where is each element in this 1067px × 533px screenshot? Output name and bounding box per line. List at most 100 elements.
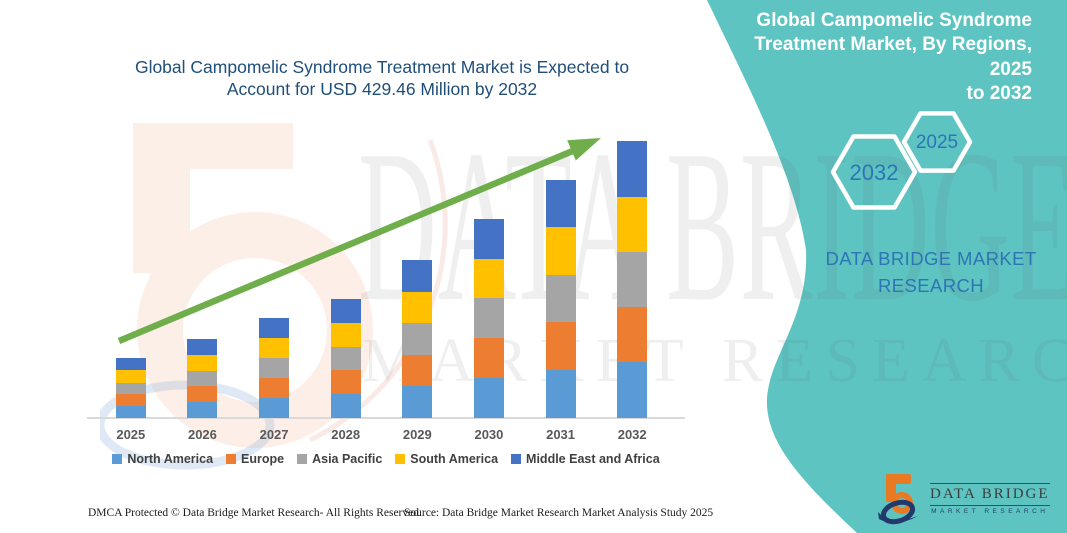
bar-2030 [473,218,504,418]
bar-segment-north-america-2029 [402,386,433,418]
bar-segment-asia-pacific-2026 [187,370,218,387]
bar-segment-north-america-2026 [187,401,218,418]
x-axis-label-2025: 2025 [116,427,146,442]
legend-item-north-america: North America [112,452,213,466]
bar-slot [382,128,454,418]
bar-chart [95,128,668,418]
bar-segment-north-america-2027 [259,397,290,418]
bar-segment-europe-2032 [617,306,648,363]
x-axis-label-2032: 2032 [617,427,647,442]
legend-item-europe: Europe [226,452,284,466]
logo-name: DATA BRIDGE [930,483,1050,506]
bar-2027 [259,318,290,418]
bar-segment-asia-pacific-2030 [473,298,504,339]
bar-2032 [617,141,648,418]
bar-segment-asia-pacific-2028 [330,346,361,371]
right-panel-title-line1: Global Campomelic Syndrome [756,10,1032,31]
bar-2029 [402,260,433,418]
bar-segment-europe-2031 [545,322,576,370]
bar-segment-asia-pacific-2031 [545,274,576,323]
bar-segment-asia-pacific-2027 [259,358,290,379]
footer-source: Source: Data Bridge Market Research Mark… [404,507,714,519]
bar-slot [525,128,597,418]
bar-segment-europe-2027 [259,378,290,398]
bar-slot [95,128,167,418]
x-axis-line [87,417,685,419]
x-axis-label-2026: 2026 [187,427,217,442]
bar-segment-south-america-2032 [617,196,648,252]
bar-segment-south-america-2028 [330,322,361,347]
footer-dmca: DMCA Protected © Data Bridge Market Rese… [88,507,422,519]
bar-segment-europe-2030 [473,338,504,378]
legend-swatch-icon [112,454,123,464]
bar-2031 [545,179,576,418]
dbmr-logo-icon [878,474,918,525]
legend-label: Asia Pacific [312,452,383,466]
bar-segment-south-america-2025 [115,370,146,384]
bar-segment-middle-east-and-africa-2027 [259,318,290,339]
bar-segment-south-america-2027 [259,338,290,359]
dbmr-wordmark: DATA BRIDGE MARKET RESEARCH [825,248,1037,296]
bar-segment-europe-2026 [187,386,218,402]
legend-swatch-icon [226,454,237,464]
bar-segment-asia-pacific-2025 [115,383,146,395]
chart-title-line2: Account for USD 429.46 Million by 2032 [226,79,538,99]
bar-segment-europe-2025 [115,394,146,406]
legend: North America Europe Asia Pacific South Ame… [87,452,685,466]
bar-2028 [330,299,361,418]
legend-item-asia-pacific: Asia Pacific [297,452,382,466]
x-axis-label-2030: 2030 [474,427,504,442]
bar-segment-north-america-2030 [473,377,504,418]
bar-segment-south-america-2030 [473,258,504,299]
right-panel-title-line2: Treatment Market, By Regions, 2025 [754,34,1032,80]
bar-segment-middle-east-and-africa-2025 [115,357,146,371]
hexagon-2025-label: 2025 [915,132,959,153]
bar-segment-europe-2029 [402,354,433,387]
legend-swatch-icon [511,454,522,464]
legend-label: Middle East and Africa [526,452,660,466]
bar-segment-middle-east-and-africa-2032 [617,141,648,197]
x-axis-label-2027: 2027 [259,427,289,442]
bar-segment-asia-pacific-2032 [617,251,648,307]
bar-segment-north-america-2028 [330,393,361,418]
bar-segment-middle-east-and-africa-2029 [402,260,433,292]
logo-subtitle: MARKET RESEARCH [931,508,1049,515]
legend-swatch-icon [297,454,308,464]
legend-item-middle-east-and-africa: Middle East and Africa [511,452,660,466]
legend-label: Europe [241,452,285,466]
legend-label: South America [410,452,499,466]
dbmr-logo: DATA BRIDGE MARKET RESEARCH [876,472,1050,526]
x-axis-label-2029: 2029 [402,427,432,442]
bar-segment-north-america-2032 [617,362,648,418]
bar-segment-middle-east-and-africa-2031 [545,179,576,228]
chart-title: Global Campomelic Syndrome Treatment Mar… [82,56,682,100]
x-axis-label-2031: 2031 [546,427,576,442]
bar-segment-south-america-2026 [187,354,218,371]
right-panel-title-line3: to 2032 [966,82,1032,104]
bar-segment-south-america-2029 [402,291,433,323]
legend-swatch-icon [395,454,406,464]
bar-slot [596,128,668,418]
bar-segment-europe-2028 [330,370,361,394]
bar-segment-asia-pacific-2029 [402,322,433,355]
bar-slot [453,128,525,418]
legend-label: North America [127,452,214,466]
bar-segment-north-america-2031 [545,369,576,418]
bar-2025 [115,357,146,418]
bar-segment-middle-east-and-africa-2030 [473,218,504,259]
right-panel-title: Global Campomelic Syndrome Treatment Mar… [720,9,1032,106]
x-axis: 2025 2026 2027 2028 2029 2030 2031 2032 [95,427,668,442]
bar-segment-south-america-2031 [545,227,576,275]
bar-segment-north-america-2025 [115,405,146,418]
legend-item-south-america: South America [395,452,498,466]
bar-slot [310,128,382,418]
bar-slot [167,128,239,418]
chart-title-line1: Global Campomelic Syndrome Treatment Mar… [134,57,630,77]
bar-slot [238,128,310,418]
bar-segment-middle-east-and-africa-2028 [330,299,361,323]
x-axis-label-2028: 2028 [331,427,361,442]
bar-2026 [187,339,218,418]
bar-segment-middle-east-and-africa-2026 [187,339,218,355]
